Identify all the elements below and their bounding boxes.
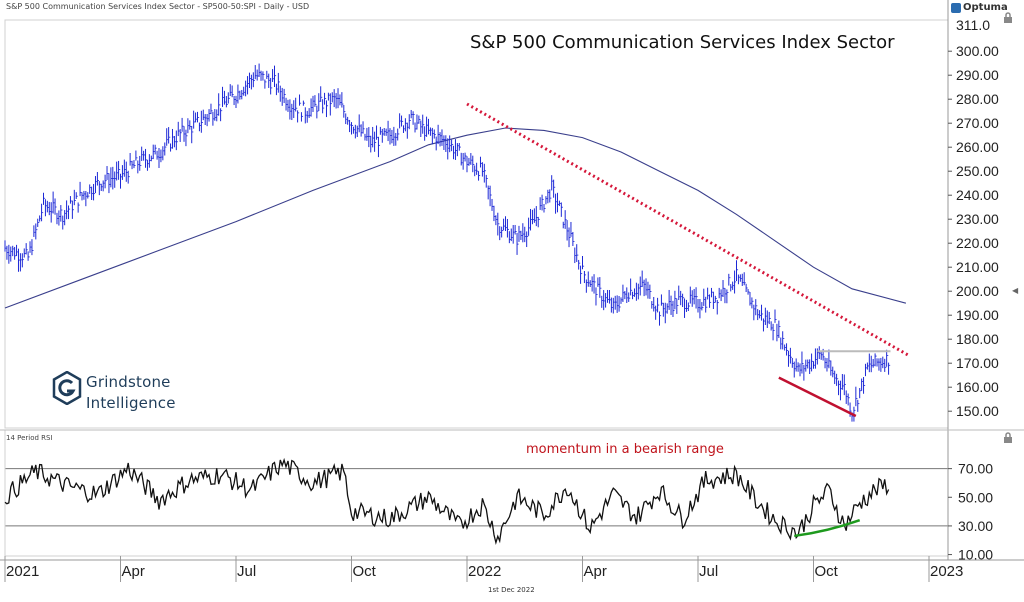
rsi-tick-label: 10.00	[958, 547, 993, 563]
x-tick-label: Apr	[584, 563, 607, 580]
brand-logo: Optuma	[951, 2, 1008, 13]
price-tick-label: 200.00	[956, 283, 999, 299]
price-panel	[4, 19, 949, 429]
momentum-annotation: momentum in a bearish range	[526, 442, 724, 457]
x-tick-label: 2023	[930, 563, 963, 580]
rsi-panel-label: 14 Period RSI	[6, 434, 53, 442]
x-tick-label: 2022	[468, 563, 501, 580]
price-tick-label: 150.00	[956, 403, 999, 419]
price-series	[4, 63, 891, 422]
brand-name: Optuma	[963, 2, 1008, 13]
x-tick-label: Oct	[815, 563, 839, 580]
x-tick-label: 2021	[6, 563, 39, 580]
x-tick-label: Jul	[237, 563, 256, 580]
downtrend-line	[466, 102, 911, 358]
price-tick-label: 240.00	[956, 187, 999, 203]
price-tick-label: 210.00	[956, 259, 999, 275]
price-tick-label: 250.00	[956, 163, 999, 179]
grindstone-logo-icon	[52, 370, 82, 406]
chart-subtitle: S&P 500 Communication Services Index Sec…	[6, 2, 310, 11]
x-tick-label: Jul	[699, 563, 718, 580]
last-value-label: 311.0	[956, 17, 990, 33]
x-tick-label: Apr	[122, 563, 145, 580]
watermark-line2: Intelligence	[86, 394, 176, 412]
price-tick-label: 180.00	[956, 331, 999, 347]
price-tick-label: 280.00	[956, 91, 999, 107]
rsi-lock-icon[interactable]	[1003, 432, 1013, 443]
price-tick-label: 170.00	[956, 355, 999, 371]
price-tick-label: 190.00	[956, 307, 999, 323]
support-line	[778, 376, 857, 418]
collapse-arrow-icon[interactable]: ◀	[1012, 286, 1019, 295]
rsi-panel	[4, 429, 949, 557]
lock-icon[interactable]	[1003, 12, 1013, 23]
watermark-line1: Grindstone	[86, 373, 171, 391]
price-tick-label: 230.00	[956, 211, 999, 227]
grindstone-watermark: Grindstone Intelligence	[52, 370, 175, 412]
rsi-divergence-line	[794, 519, 861, 538]
price-tick-label: 300.00	[956, 43, 999, 59]
price-tick-label: 160.00	[956, 379, 999, 395]
rsi-line	[4, 457, 890, 546]
price-tick-label: 270.00	[956, 115, 999, 131]
price-tick-label: 290.00	[956, 67, 999, 83]
x-tick-label: Oct	[353, 563, 377, 580]
optuma-icon	[951, 2, 961, 13]
rsi-tick-label: 70.00	[958, 461, 993, 477]
rsi-tick-label: 30.00	[958, 518, 993, 534]
chart-title: S&P 500 Communication Services Index Sec…	[470, 32, 895, 53]
price-tick-label: 220.00	[956, 235, 999, 251]
date-footer: 1st Dec 2022	[488, 586, 535, 594]
rsi-tick-label: 50.00	[958, 489, 993, 505]
price-tick-label: 260.00	[956, 139, 999, 155]
moving-average-line	[4, 127, 907, 309]
